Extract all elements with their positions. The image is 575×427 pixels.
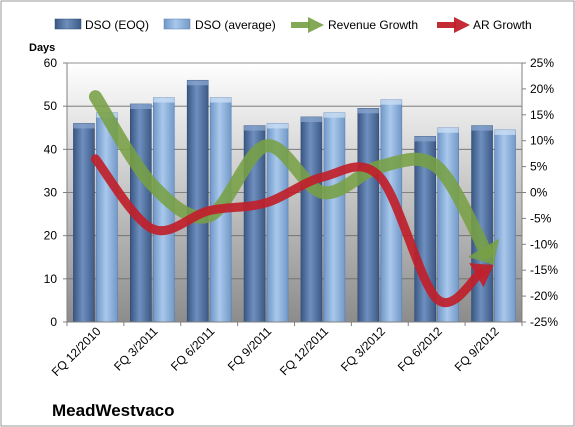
right-tick-label: 25%: [530, 56, 554, 70]
bar-cap-dso-average: [380, 99, 402, 105]
right-tick-label: -10%: [530, 237, 558, 251]
legend-label-dso-average: DSO (average): [195, 18, 276, 32]
bar-dso-average: [437, 127, 459, 323]
bar-cap-dso-eoq: [414, 136, 436, 142]
left-tick-label: 10: [44, 272, 58, 286]
legend-item-ar-growth: AR Growth: [437, 17, 532, 33]
bar-dso-eoq: [186, 79, 209, 323]
left-tick-label: 50: [44, 99, 58, 113]
legend-item-dso-average: DSO (average): [163, 18, 276, 32]
bar-cap-dso-average: [437, 127, 459, 133]
growth-arrows: [88, 90, 500, 307]
growth-arrowhead-revenue-growth: [467, 238, 500, 266]
left-tick-label: 0: [50, 315, 57, 329]
bar-cap-dso-eoq: [471, 125, 493, 131]
bar-cap-dso-average: [494, 129, 516, 135]
right-tick-label: 15%: [530, 108, 554, 122]
left-axis-ticks: 0 10 20 30 40 50 60: [44, 56, 67, 329]
bar-dso-average: [323, 112, 346, 323]
bar-cap-dso-eoq: [73, 123, 95, 129]
legend-swatch-dso-average: [163, 18, 191, 30]
bar-dso-average: [494, 129, 516, 323]
company-name: MeadWestvaco: [52, 401, 175, 420]
left-tick-label: 40: [44, 142, 58, 156]
right-tick-label: 10%: [530, 134, 554, 148]
bar-cap-dso-average: [210, 97, 232, 103]
legend-item-revenue-growth: Revenue Growth: [291, 17, 418, 33]
right-tick-label: -25%: [530, 315, 558, 329]
right-tick-label: -5%: [530, 211, 552, 225]
legend-arrow-revenue-growth: [291, 17, 324, 33]
right-tick-label: 20%: [530, 82, 554, 96]
bar-cap-dso-eoq: [244, 125, 266, 131]
legend-swatch-dso-eoq: [54, 18, 82, 30]
bar-dso-eoq: [357, 108, 380, 323]
legend-label-ar-growth: AR Growth: [473, 18, 532, 32]
right-axis-ticks: -25% -20% -15% -10% -5% 0% 5% 10% 15% 20% 25%: [522, 56, 558, 329]
bar-cap-dso-eoq: [357, 108, 379, 114]
bar-cap-dso-average: [267, 123, 289, 129]
bar-dso-average: [96, 112, 118, 323]
growth-line-revenue-growth: [88, 90, 493, 259]
bar-dso-eoq: [300, 116, 323, 323]
bar-cap-dso-eoq: [187, 80, 209, 86]
legend-label-revenue-growth: Revenue Growth: [328, 18, 418, 32]
bar-cap-dso-eoq: [130, 104, 152, 110]
legend: DSO (EOQ) DSO (average) Revenue Growth A…: [54, 17, 532, 33]
bar-dso-eoq: [73, 123, 95, 323]
legend-item-dso-eoq: DSO (EOQ): [54, 18, 149, 32]
right-tick-label: -20%: [530, 289, 558, 303]
right-tick-label: -15%: [530, 263, 558, 277]
right-tick-label: 5%: [530, 160, 548, 174]
growth-arrowhead-ar-growth: [469, 263, 494, 288]
left-tick-label: 30: [44, 186, 58, 200]
bar-cap-dso-eoq: [300, 116, 322, 122]
bar-cap-dso-average: [153, 97, 175, 103]
right-tick-label: 0%: [530, 186, 548, 200]
left-axis-title: Days: [29, 42, 55, 54]
legend-arrow-ar-growth: [437, 17, 470, 33]
legend-label-dso-eoq: DSO (EOQ): [85, 18, 149, 32]
left-tick-label: 20: [44, 229, 58, 243]
bar-cap-dso-average: [323, 112, 345, 118]
left-tick-label: 60: [44, 56, 58, 70]
growth-line-ar-growth: [90, 154, 486, 307]
